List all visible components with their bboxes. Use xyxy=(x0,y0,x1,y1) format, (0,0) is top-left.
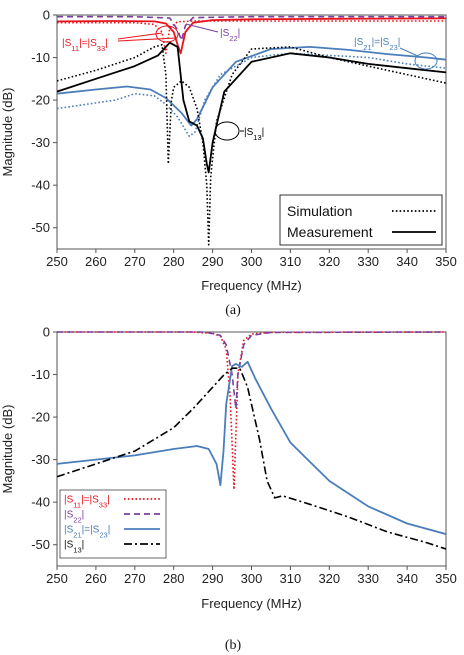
series-line xyxy=(57,360,446,535)
annotation-arrow xyxy=(117,32,163,40)
x-tick-label: 310 xyxy=(280,571,302,586)
legend-label: Measurement xyxy=(287,224,373,240)
series-line xyxy=(57,331,446,410)
legend: |S11|=|S33||S22||S21|=|S23||S13| xyxy=(59,489,167,559)
x-tick-label: 330 xyxy=(357,254,379,269)
y-axis-title: Magnitude (dB) xyxy=(0,405,15,494)
x-tick-label: 350 xyxy=(435,254,457,269)
annotation-circle xyxy=(155,25,179,43)
x-tick-label: 280 xyxy=(163,254,185,269)
legend-label: Simulation xyxy=(287,203,352,219)
chart-panel-b: 250 260 270 280 290 300 310 320 330 340 350 0 -10 -20… xyxy=(0,325,457,612)
x-axis-title: Frequency (MHz) xyxy=(201,278,301,293)
legend-label: |S21|=|S23| xyxy=(64,525,110,540)
x-tick-label: 290 xyxy=(202,254,224,269)
annotation-s11-s33: |S11|=|S33| xyxy=(62,38,108,53)
annotation-circle xyxy=(214,121,240,141)
caption-a: (a) xyxy=(225,303,241,318)
x-tick-label: 330 xyxy=(357,571,379,586)
x-tick-label: 300 xyxy=(241,571,263,586)
y-tick-label: -20 xyxy=(31,93,50,108)
annotation-s21-s23: |S21|=|S23| xyxy=(354,37,400,52)
y-tick-label: -20 xyxy=(31,410,50,425)
y-tick-label: -50 xyxy=(31,537,50,552)
x-tick-label: 290 xyxy=(202,571,224,586)
legend-label: |S11|=|S33| xyxy=(64,495,110,510)
annotation-arrow xyxy=(399,47,421,58)
annotation-arrow xyxy=(117,37,177,42)
legend-label: |S22| xyxy=(64,510,84,525)
x-tick-label: 310 xyxy=(280,254,302,269)
series-line xyxy=(57,44,446,246)
y-tick-label: -30 xyxy=(31,135,50,150)
x-tick-label: 320 xyxy=(318,254,340,269)
y-tick-label: -10 xyxy=(31,50,50,65)
series-line xyxy=(57,331,446,491)
x-tick-label: 260 xyxy=(85,254,107,269)
x-tick-label: 250 xyxy=(46,571,68,586)
y-tick-label: -40 xyxy=(31,178,50,193)
y-tick-label: -10 xyxy=(31,367,50,382)
y-tick-label: -30 xyxy=(31,452,50,467)
series-line xyxy=(57,46,446,127)
legend: Simulation Measurement xyxy=(279,194,443,246)
x-tick-label: 260 xyxy=(85,571,107,586)
x-tick-label: 300 xyxy=(241,254,263,269)
x-tick-label: 270 xyxy=(124,571,146,586)
x-tick-label: 280 xyxy=(163,571,185,586)
legend-box xyxy=(279,194,443,246)
annotations: |S11|=|S33| |S22| |S21|=|S23| |S13| xyxy=(62,23,438,142)
series-line xyxy=(57,15,446,42)
legend-box xyxy=(59,489,167,559)
x-tick-label: 320 xyxy=(318,571,340,586)
x-tick-label: 340 xyxy=(396,254,418,269)
x-axis-title: Frequency (MHz) xyxy=(201,596,301,611)
series-group xyxy=(57,331,446,550)
series-line xyxy=(57,20,446,55)
series-line xyxy=(57,17,446,55)
series-line xyxy=(57,41,446,174)
y-tick-label: 0 xyxy=(43,8,50,23)
annotation-s22: |S22| xyxy=(220,28,240,43)
caption-b: (b) xyxy=(225,638,242,653)
y-tick-label: 0 xyxy=(43,325,50,340)
annotation-circle xyxy=(414,52,438,70)
annotation-arrow xyxy=(185,23,219,33)
series-group xyxy=(57,15,446,246)
x-tick-label: 250 xyxy=(46,254,68,269)
x-tick-label: 350 xyxy=(435,571,457,586)
y-tick-label: -40 xyxy=(31,495,50,510)
y-tick-label: -50 xyxy=(31,220,50,235)
y-axis-title: Magnitude (dB) xyxy=(0,88,15,177)
annotation-s13: |S13| xyxy=(244,127,264,142)
chart-panel-a: 250 260 270 280 290 300 310 320 330 340 350 0 -10 -20… xyxy=(0,8,457,294)
legend-label: |S13| xyxy=(64,540,84,555)
x-tick-label: 270 xyxy=(124,254,146,269)
x-tick-label: 340 xyxy=(396,571,418,586)
